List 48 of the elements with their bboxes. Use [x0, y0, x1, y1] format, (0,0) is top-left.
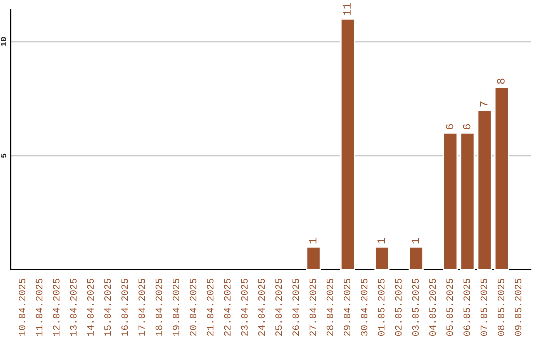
x-tick-label: 15.04.2025 [104, 278, 112, 336]
x-tick-label: 01.05.2025 [378, 278, 385, 336]
x-tick-label: 04.05.2025 [430, 278, 436, 336]
bar [374, 246, 390, 270]
y-tick-label: 10 [0, 37, 7, 46]
data-label: 11 [344, 4, 351, 16]
bar [494, 86, 510, 270]
x-tick-label: 09.05.2025 [515, 278, 522, 336]
x-tick-label: 19.04.2025 [172, 278, 180, 336]
x-tick-label: 21.04.2025 [207, 278, 214, 336]
x-tick-label: 11.04.2025 [36, 278, 43, 336]
x-tick-label: 29.04.2025 [344, 278, 351, 336]
x-tick-label: 17.04.2025 [138, 278, 146, 336]
x-tick-label: 03.05.2025 [412, 278, 420, 336]
x-tick-label: 08.05.2025 [498, 278, 505, 336]
bar [460, 132, 476, 270]
y-tick-label: 5 [1, 154, 7, 158]
x-tick-label: 10.04.2025 [18, 278, 26, 336]
x-tick-label: 14.04.2025 [87, 278, 94, 336]
data-label: 6 [446, 124, 454, 130]
x-tick-label: 07.05.2025 [480, 278, 488, 336]
x-tick-label: 20.04.2025 [190, 278, 197, 336]
x-tick-label: 24.04.2025 [258, 278, 266, 336]
data-label: 6 [463, 124, 471, 130]
x-tick-label: 13.04.2025 [70, 278, 77, 336]
x-tick-label: 27.04.2025 [310, 278, 316, 336]
x-tick-label: 25.04.2025 [276, 278, 282, 336]
x-tick-label: 12.04.2025 [53, 278, 60, 336]
data-label: 1 [309, 238, 317, 244]
bar [408, 246, 424, 270]
x-tick-label: 18.04.2025 [156, 278, 162, 336]
data-label: 8 [497, 78, 505, 84]
x-tick-label: 16.04.2025 [122, 278, 128, 336]
x-tick-label: 05.05.2025 [446, 278, 454, 336]
data-label: 1 [378, 238, 386, 244]
x-tick-label: 22.04.2025 [224, 278, 231, 336]
data-label: 7 [480, 102, 488, 107]
x-tick-label: 02.05.2025 [395, 278, 402, 336]
bar [477, 110, 492, 270]
x-tick-label: 06.05.2025 [464, 278, 470, 336]
x-tick-label: 23.04.2025 [241, 278, 248, 336]
x-tick-label: 28.04.2025 [326, 278, 334, 336]
bar [306, 246, 322, 270]
data-label: 1 [412, 238, 420, 244]
bar [443, 132, 458, 270]
x-tick-label: 26.04.2025 [292, 278, 300, 336]
x-tick-label: 30.04.2025 [361, 278, 368, 336]
bar [340, 18, 356, 270]
